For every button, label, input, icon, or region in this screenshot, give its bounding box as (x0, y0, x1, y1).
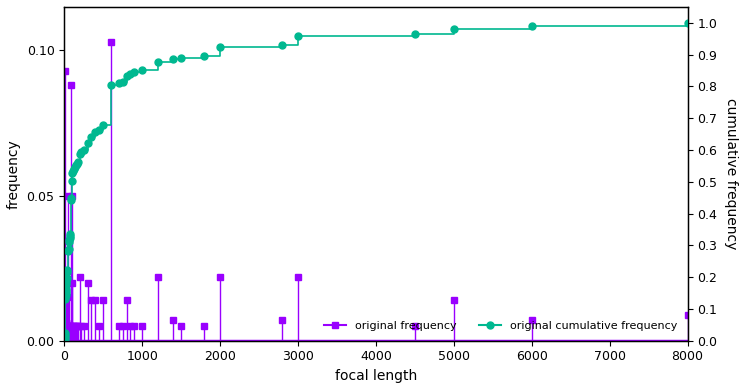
Y-axis label: cumulative frequency: cumulative frequency (724, 98, 738, 250)
Legend: original frequency, original cumulative frequency: original frequency, original cumulative … (320, 316, 682, 335)
Y-axis label: frequency: frequency (7, 139, 21, 209)
X-axis label: focal length: focal length (335, 369, 417, 383)
